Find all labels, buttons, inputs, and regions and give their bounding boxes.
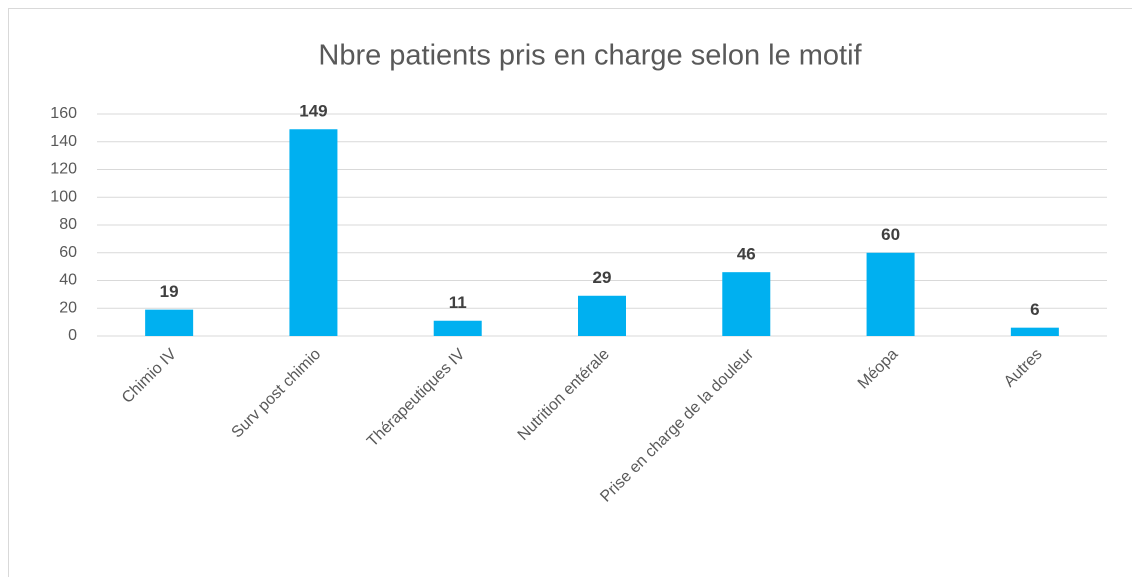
y-tick-label: 80 (59, 216, 77, 233)
bar (289, 129, 338, 336)
y-tick-label: 0 (68, 327, 77, 344)
y-tick-label: 100 (50, 188, 77, 205)
bar (578, 295, 626, 336)
y-tick-label: 120 (50, 161, 77, 178)
y-tick-label: 60 (59, 244, 77, 261)
y-tick-label: 20 (59, 299, 77, 316)
data-label: 6 (1030, 300, 1039, 319)
y-tick-label: 160 (50, 105, 77, 122)
data-label: 149 (299, 102, 327, 121)
y-tick-label: 140 (50, 133, 77, 150)
chart-border (8, 8, 1132, 577)
data-label: 19 (160, 282, 179, 301)
bar (433, 320, 482, 336)
chart-title: Nbre patients pris en charge selon le mo… (318, 40, 862, 72)
y-tick-label: 40 (59, 272, 77, 289)
data-label: 46 (737, 245, 756, 264)
data-label: 60 (881, 225, 900, 244)
bar (145, 309, 194, 336)
data-label: 11 (449, 293, 467, 312)
bar (1010, 327, 1059, 336)
bar (866, 252, 915, 336)
data-label: 29 (593, 268, 612, 287)
bar (722, 272, 771, 336)
